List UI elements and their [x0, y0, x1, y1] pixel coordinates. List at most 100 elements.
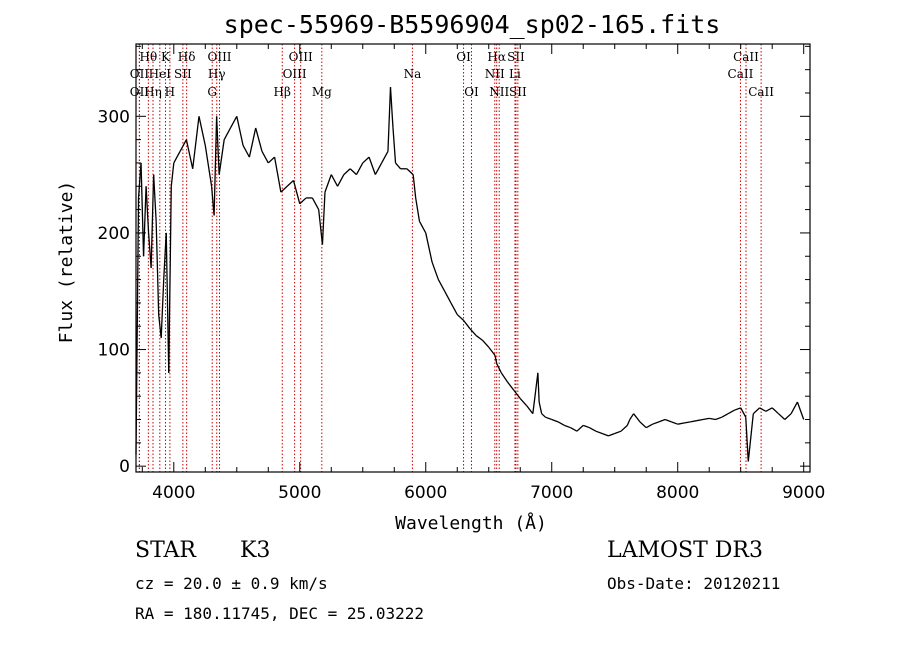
flux-segment — [173, 150, 181, 164]
flux-segment — [690, 420, 697, 423]
flux-segment — [185, 139, 194, 169]
flux-segment — [677, 422, 685, 425]
flux-segment — [639, 421, 647, 429]
spectral-line-label: CaII — [733, 50, 759, 64]
spectral-line-label: Hη — [144, 85, 162, 99]
flux-segment — [664, 418, 672, 423]
y-tick-label: 300 — [98, 107, 130, 127]
flux-segment — [583, 424, 590, 429]
flux-segment — [395, 162, 402, 170]
flux-segment — [321, 192, 326, 245]
y-tick-label: 0 — [119, 457, 130, 477]
flux-segment — [784, 413, 792, 420]
flux-segment — [463, 319, 471, 329]
flux-segment — [658, 418, 666, 423]
flux-segment — [796, 401, 805, 420]
flux-segment — [752, 407, 761, 415]
object-subclass: K3 — [240, 538, 271, 563]
flux-segment — [213, 116, 218, 216]
flux-segment — [496, 363, 502, 374]
flux-series — [135, 87, 805, 462]
flux-segment — [790, 401, 798, 414]
flux-segment — [387, 87, 392, 152]
flux-segment — [745, 417, 749, 462]
observation-date: Obs-Date: 20120211 — [607, 574, 781, 593]
flux-segment — [771, 407, 779, 415]
flux-segment — [551, 418, 559, 423]
flux-segment — [374, 162, 383, 175]
flux-segment — [537, 372, 540, 403]
flux-segment — [223, 127, 232, 140]
flux-segment — [595, 430, 603, 435]
flux-segment — [389, 87, 394, 129]
spectral-line-label: Na — [404, 67, 422, 81]
flux-segment — [242, 145, 250, 158]
flux-segment — [696, 418, 704, 422]
flux-segment — [614, 430, 622, 435]
flux-segment — [140, 162, 145, 257]
flux-segment — [652, 421, 660, 425]
spectral-line-label: NII — [489, 85, 509, 99]
spectral-line-label: CaII — [728, 67, 754, 81]
ra-dec-coordinates: RA = 180.11745, DEC = 25.03222 — [135, 604, 424, 623]
x-axis-label: Wavelength (Å) — [395, 512, 547, 534]
y-axis-label: Flux (relative) — [56, 181, 77, 344]
flux-segment — [229, 115, 238, 129]
flux-segment — [415, 197, 421, 222]
flux-segment — [381, 150, 389, 164]
flux-segment — [727, 409, 735, 415]
flux-segment — [734, 407, 741, 411]
flux-segment — [324, 174, 332, 193]
flux-segment — [336, 174, 345, 187]
flux-segment — [168, 186, 172, 373]
flux-segment — [368, 156, 376, 175]
spectral-line-label: Hθ — [139, 50, 157, 64]
flux-segment — [236, 116, 244, 146]
flux-segment — [418, 220, 427, 234]
chart-title: spec-55969-B5596904_sp02-165.fits — [224, 10, 721, 39]
flux-segment — [406, 168, 414, 176]
flux-segment — [709, 417, 716, 421]
flux-segment — [362, 156, 370, 164]
flux-segment — [629, 413, 635, 420]
flux-segment — [507, 381, 515, 391]
flux-segment — [145, 186, 150, 233]
x-tick-label: 8000 — [656, 483, 699, 503]
flux-segment — [778, 413, 786, 420]
flux-segment — [519, 398, 528, 406]
flux-segment — [150, 174, 155, 268]
flux-segment — [576, 424, 584, 432]
flux-segment — [292, 180, 301, 204]
spectral-line-label: Mg — [312, 85, 332, 99]
spectral-line-label: SII — [507, 50, 525, 64]
plot-frame — [135, 43, 811, 473]
spectral-line-label: NII — [485, 67, 505, 81]
flux-segment — [620, 424, 628, 432]
flux-segment — [481, 339, 490, 348]
flux-segment — [255, 127, 263, 152]
flux-segment — [392, 127, 397, 164]
x-tick-label: 6000 — [404, 483, 447, 503]
spectral-line-label: OII — [130, 85, 150, 99]
flux-segment — [671, 421, 678, 425]
flux-segment — [721, 413, 729, 418]
object-class: STAR — [135, 538, 196, 563]
flux-segment — [541, 413, 546, 418]
flux-segment — [198, 116, 206, 146]
flux-segment — [355, 162, 364, 175]
spectral-line-label: K — [161, 50, 171, 64]
flux-segment — [330, 174, 339, 187]
flux-segment — [431, 261, 439, 280]
flux-segment — [494, 355, 498, 364]
spectral-line-label: Hβ — [274, 85, 291, 99]
spectral-line-label: CaII — [748, 85, 774, 99]
spectral-line-label: SII — [174, 67, 192, 81]
flux-segment — [165, 232, 170, 373]
spectral-line-label: OIII — [289, 50, 313, 64]
flux-segment — [601, 432, 609, 437]
flux-segment — [261, 150, 269, 164]
x-tick-label: 9000 — [782, 483, 825, 503]
survey-name: LAMOST DR3 — [607, 538, 763, 563]
spectral-line-label: OII — [130, 67, 150, 81]
flux-segment — [204, 145, 213, 187]
